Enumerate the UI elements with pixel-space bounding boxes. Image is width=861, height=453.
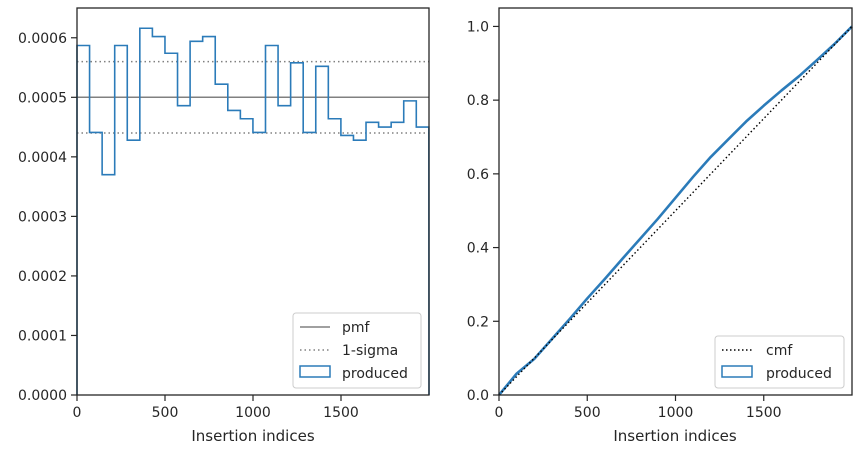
- x-tick-label: 0: [73, 405, 82, 421]
- x-tick-label: 0: [495, 405, 504, 421]
- y-tick-label: 0.0000: [18, 388, 67, 404]
- y-tick-label: 0.0002: [18, 269, 67, 285]
- x-tick-label: 500: [152, 405, 179, 421]
- cmf-chart: 0 500 1000 1500 0.0 0.2 0.4 0.6 0.8 1.0 Insertio…: [467, 7, 853, 445]
- y-tick-label: 0.0005: [18, 90, 67, 106]
- y-tick-label: 0.0006: [18, 31, 67, 47]
- cmf-reference-line: [498, 25, 853, 396]
- cmf-y-axis: 0.0 0.2 0.4 0.6 0.8 1.0: [467, 19, 499, 404]
- pmf-legend-produced-label: produced: [342, 366, 408, 382]
- pmf-legend: pmf 1-sigma produced: [292, 312, 422, 389]
- pmf-chart: 0 500 1000 1500 0.00000.00010.00020.00030.0…: [18, 7, 430, 445]
- y-tick-label: 0.0: [467, 388, 489, 404]
- cmf-legend: cmf produced: [714, 335, 845, 389]
- y-tick-label: 0.6: [467, 167, 489, 183]
- x-tick-label: 1500: [746, 405, 782, 421]
- y-tick-label: 0.8: [467, 93, 489, 109]
- y-tick-label: 1.0: [467, 19, 489, 35]
- y-tick-label: 0.4: [467, 241, 489, 257]
- cmf-legend-frame: [714, 335, 845, 389]
- x-tick-label: 500: [574, 405, 601, 421]
- y-tick-label: 0.0003: [18, 209, 67, 225]
- x-tick-label: 1500: [323, 405, 359, 421]
- y-tick-label: 0.0004: [18, 150, 67, 166]
- pmf-x-axis: 0 500 1000 1500: [73, 395, 359, 421]
- cmf-legend-produced-label: produced: [766, 366, 832, 382]
- pmf-legend-frame: [292, 312, 422, 389]
- pmf-series: [76, 27, 430, 396]
- cmf-x-axis-label: Insertion indices: [613, 427, 736, 445]
- pmf-x-axis-label: Insertion indices: [191, 427, 314, 445]
- cmf-legend-cmf-label: cmf: [766, 343, 793, 359]
- y-tick-label: 0.2: [467, 314, 489, 330]
- cmf-x-axis: 0 500 1000 1500: [495, 395, 782, 421]
- pmf-legend-produced-swatch: [299, 365, 331, 378]
- x-tick-label: 1000: [235, 405, 271, 421]
- pmf-legend-sigma-label: 1-sigma: [342, 343, 398, 359]
- pmf-y-axis: 0.0000 0.0001 0.0002 0.0003 0.0004 0.0005 0.00…: [18, 31, 77, 404]
- pmf-legend-pmf-label: pmf: [342, 320, 371, 336]
- produced-step-line: [76, 27, 430, 396]
- produced-cumulative-line: [497, 25, 853, 396]
- cmf-series: [497, 25, 853, 396]
- x-tick-label: 1000: [658, 405, 694, 421]
- y-tick-label: 0.0001: [18, 328, 67, 344]
- cmf-legend-produced-swatch: [721, 365, 753, 378]
